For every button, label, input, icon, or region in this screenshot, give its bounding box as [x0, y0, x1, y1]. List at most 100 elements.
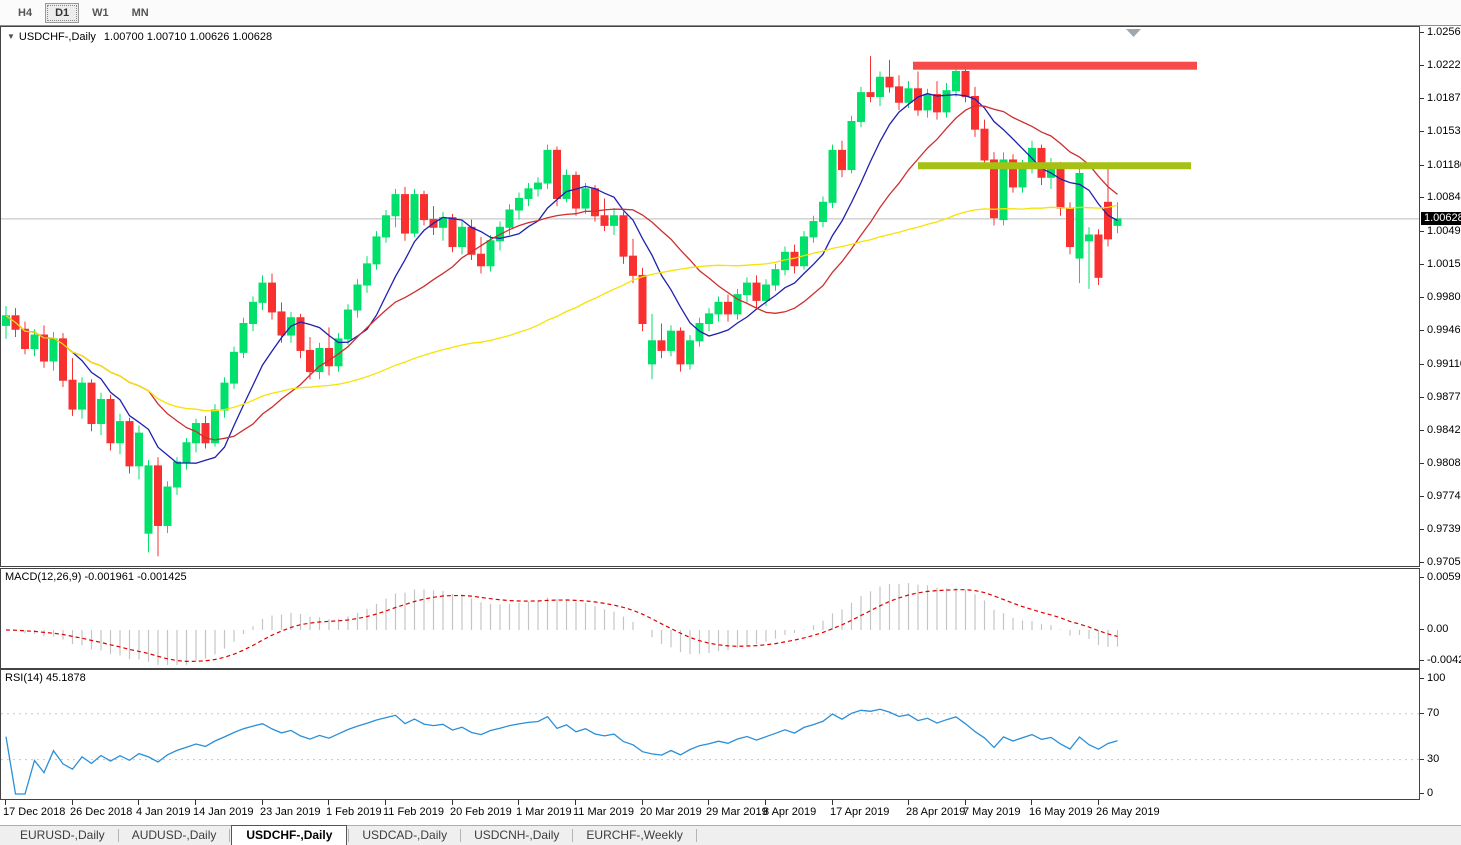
- chart-tab-usdchf-daily[interactable]: USDCHF-,Daily: [231, 825, 348, 845]
- price-axis-label: 1.01180: [1427, 159, 1461, 171]
- chart-symbol-label: USDCHF-,Daily: [18, 31, 96, 43]
- date-tick: [965, 800, 966, 805]
- price-axis-label: 0.97050: [1427, 556, 1461, 568]
- price-chart-plot[interactable]: [0, 26, 1420, 567]
- date-tick: [138, 800, 139, 805]
- rsi-axis-label: 0: [1427, 787, 1434, 799]
- timeframe-button-h4[interactable]: H4: [18, 6, 33, 19]
- price-axis-label: 1.00490: [1427, 225, 1461, 237]
- axis-tick: [1420, 463, 1424, 464]
- rsi-axis-label: 100: [1427, 672, 1446, 684]
- rsi-axis-label: 30: [1427, 753, 1440, 765]
- timeframe-button-d1[interactable]: D1: [45, 2, 80, 23]
- date-label: 26 Dec 2018: [70, 806, 133, 818]
- date-label: 1 Feb 2019: [326, 806, 382, 818]
- axis-tick: [1420, 330, 1424, 331]
- chart-title: ▼ USDCHF-,Daily 1.00700 1.00710 1.00626 1.…: [7, 31, 272, 43]
- date-label: 29 Mar 2019: [706, 806, 768, 818]
- timeframe-button-w1[interactable]: W1: [92, 6, 109, 19]
- axis-tick: [1420, 131, 1424, 132]
- macd-axis-label: 0.00597: [1427, 571, 1461, 583]
- rsi-axis: 100 70 30 0: [1420, 669, 1461, 800]
- price-axis-label: 1.01870: [1427, 92, 1461, 104]
- axis-tick: [1420, 430, 1424, 431]
- macd-axis: 0.00597 0.00 -0.004243: [1420, 568, 1461, 669]
- price-axis[interactable]: 1.02560 1.02220 1.01870 1.01530 1.01180 1.008…: [1420, 26, 1461, 568]
- chart-tab-eurusd-daily[interactable]: EURUSD-,Daily: [20, 828, 105, 842]
- date-label: 14 Jan 2019: [193, 806, 254, 818]
- date-label: 11 Mar 2019: [573, 806, 634, 818]
- rsi-indicator-label: RSI(14) 45.1878: [5, 672, 86, 684]
- chart-tab-usdcnh-daily[interactable]: USDCNH-,Daily: [474, 828, 560, 842]
- axis-tick: [1420, 793, 1424, 794]
- date-label: 20 Feb 2019: [450, 806, 512, 818]
- axis-tick: [1420, 397, 1424, 398]
- date-tick: [1098, 800, 1099, 805]
- date-label: 16 May 2019: [1029, 806, 1093, 818]
- date-tick: [5, 800, 6, 805]
- rsi-plot[interactable]: [0, 669, 1420, 800]
- price-axis-label: 1.02560: [1427, 26, 1461, 38]
- date-label: 1 Mar 2019: [516, 806, 572, 818]
- chart-tab-eurchf-weekly[interactable]: EURCHF-,Weekly: [586, 828, 683, 842]
- macd-plot[interactable]: [0, 568, 1420, 669]
- date-tick: [328, 800, 329, 805]
- date-tick: [452, 800, 453, 805]
- tab-separator: [572, 829, 574, 842]
- price-axis-label: 1.01530: [1427, 125, 1461, 137]
- date-tick: [518, 800, 519, 805]
- axis-tick: [1420, 197, 1424, 198]
- axis-tick: [1420, 264, 1424, 265]
- axis-tick: [1420, 759, 1424, 760]
- date-label: 8 Apr 2019: [763, 806, 817, 818]
- tab-separator: [695, 829, 697, 842]
- chart-tab-audusd-daily[interactable]: AUDUSD-,Daily: [131, 828, 217, 842]
- macd-indicator-label: MACD(12,26,9) -0.001961 -0.001425: [5, 571, 187, 583]
- date-axis[interactable]: 17 Dec 2018 26 Dec 2018 4 Jan 2019 14 Jan 2…: [0, 800, 1461, 825]
- tab-separator: [229, 829, 231, 842]
- axis-tick: [1420, 98, 1424, 99]
- axis-tick: [1420, 231, 1424, 232]
- timeframe-button-mn[interactable]: MN: [131, 6, 149, 19]
- current-price-tag: 1.00628: [1421, 212, 1461, 225]
- axis-tick: [1420, 629, 1424, 630]
- date-label: 26 May 2019: [1096, 806, 1160, 818]
- axis-tick: [1420, 678, 1424, 679]
- date-label: 7 May 2019: [963, 806, 1021, 818]
- tab-separator: [117, 829, 119, 842]
- date-label: 28 Apr 2019: [906, 806, 966, 818]
- macd-chart: [5, 583, 1119, 665]
- tab-separator: [348, 829, 350, 842]
- chart-ohlc-values: 1.00700 1.00710 1.00626 1.00628: [103, 31, 273, 43]
- date-tick: [642, 800, 643, 805]
- date-tick: [195, 800, 196, 805]
- date-tick: [72, 800, 73, 805]
- date-label: 4 Jan 2019: [136, 806, 191, 818]
- scroll-to-end-icon: [1126, 29, 1141, 37]
- date-label: 23 Jan 2019: [260, 806, 321, 818]
- chart-tab-usdcad-daily[interactable]: USDCAD-,Daily: [362, 828, 448, 842]
- axis-tick: [1420, 297, 1424, 298]
- axis-tick: [1420, 165, 1424, 166]
- axis-tick: [1420, 660, 1424, 661]
- date-tick: [385, 800, 386, 805]
- axis-tick: [1420, 32, 1424, 33]
- macd-axis-label: -0.004243: [1427, 654, 1461, 666]
- date-label: 17 Apr 2019: [830, 806, 890, 818]
- axis-tick: [1420, 364, 1424, 365]
- rsi-axis-label: 70: [1427, 707, 1440, 719]
- chart-tab-bar: EURUSD-,Daily AUDUSD-,Daily USDCHF-,Daily U…: [0, 825, 1461, 845]
- axis-tick: [1420, 713, 1424, 714]
- date-label: 11 Feb 2019: [383, 806, 444, 818]
- price-axis-label: 1.02220: [1427, 59, 1461, 71]
- price-axis-label: 1.00840: [1427, 191, 1461, 203]
- chevron-down-icon[interactable]: ▼: [7, 32, 15, 41]
